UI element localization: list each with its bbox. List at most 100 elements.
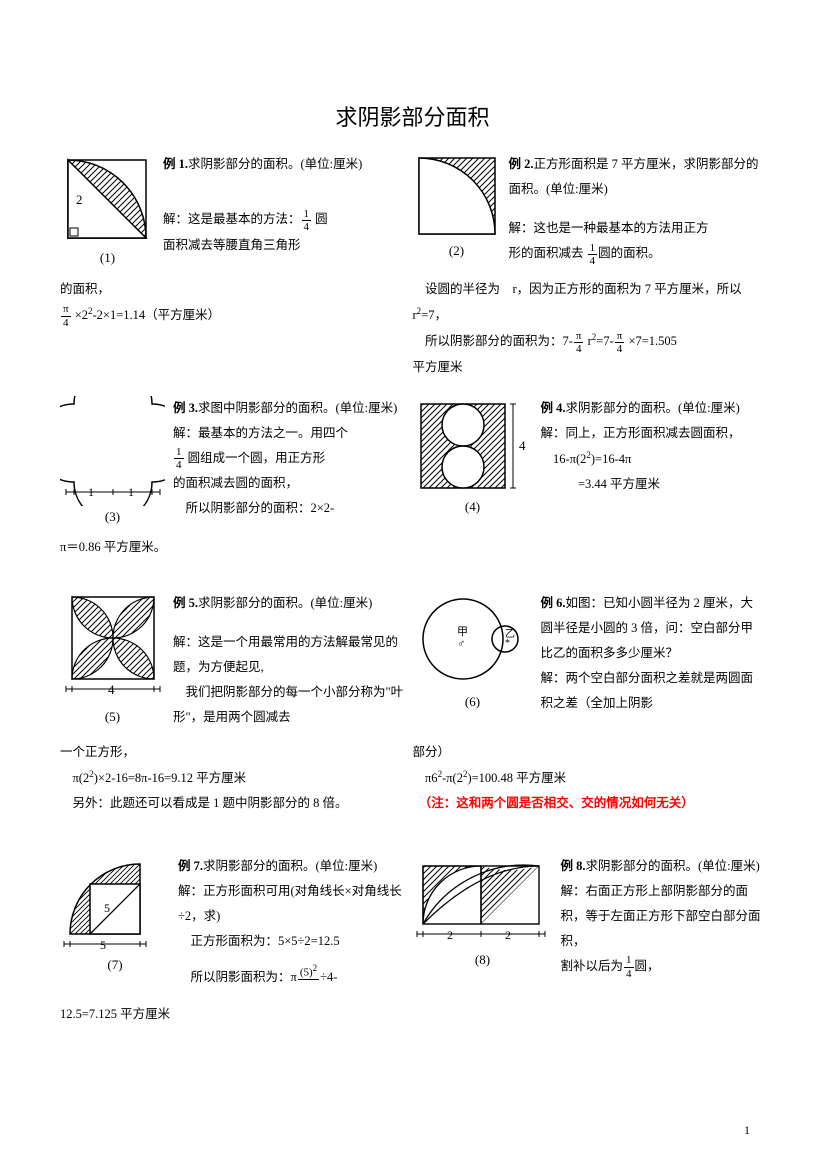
caption-7: (7) [60, 957, 170, 973]
ex2-sol-c: 圆的面积。 [598, 246, 661, 260]
example-6: 甲 ♂ 乙 * (6) 例 6.如图：已知小圆半径为 2 厘米，大圆半径是小圆的… [413, 591, 766, 730]
row-1: 2 (1) 例 1.求阴影部分的面积。(单位:厘米) 解：这是最基本的方法：14… [60, 152, 765, 267]
ex8-label: 例 8. [561, 859, 586, 873]
svg-text:4: 4 [108, 682, 115, 697]
example-2: (2) 例 2.正方形面积是 7 平方厘米，求阴影部分的面积。(单位:厘米) 解… [413, 152, 766, 267]
svg-text:1: 1 [128, 485, 134, 499]
figure-7: 5 5 (7) [60, 854, 170, 973]
ex2-q: 正方形面积是 7 平方厘米，求阴影部分的面积。(单位:厘米) [509, 157, 759, 196]
ex1-below2a: ×2 [72, 308, 88, 322]
row-4: 5 5 (7) 例 7.求阴影部分的面积。(单位:厘米) 解：正方形面积可用(对… [60, 854, 765, 992]
ex6-below3: （注：这和两个圆是否相交、交的情况如何无关） [413, 791, 766, 816]
svg-text:甲: 甲 [457, 626, 468, 638]
ex2-below2a: 所以阴影部分的面积为：7- [413, 334, 573, 348]
ex4-sol-c: )=16-4π [591, 452, 631, 466]
ex6-below2b: -π(2 [442, 771, 463, 785]
ex5-sol-b: 我们把阴影部分的每一个小部分称为"叶形"，是用两个圆减去 [173, 680, 413, 730]
ex7-label: 例 7. [178, 859, 203, 873]
ex2-sol-b: 形的面积减去 [509, 246, 587, 260]
page-title: 求阴影部分面积 [60, 100, 765, 132]
svg-text:♂: ♂ [457, 638, 465, 650]
figure-2: (2) [413, 152, 501, 259]
ex4-sol-a: 解：同上，正方形面积减去圆面积， [541, 421, 766, 446]
ex2-below2b: r [584, 334, 591, 348]
caption-6: (6) [413, 694, 533, 710]
ex4-sol-d: =3.44 平方厘米 [541, 472, 766, 497]
ex1-sol-b: 圆 [312, 212, 328, 226]
ex5-below2b: )×2-16=8π-16=9.12 平方厘米 [94, 771, 246, 785]
ex5-sol-a: 解：这是一个用最常用的方法解最常见的题，为方便起见, [173, 630, 413, 680]
example-1: 2 (1) 例 1.求阴影部分的面积。(单位:厘米) 解：这是最基本的方法：14… [60, 152, 413, 267]
ex5-below1: 一个正方形， [60, 740, 413, 765]
ex1-below1: 的面积， [60, 277, 413, 302]
caption-3: (3) [60, 509, 165, 525]
caption-8: (8) [413, 952, 553, 968]
figure-8: 2 2 (8) [413, 854, 553, 968]
ex1-label: 例 1. [163, 157, 188, 171]
ex1-sol-a: 解：这是最基本的方法： [163, 212, 301, 226]
ex7-sol-b: 正方形面积为：5×5÷2=12.5 [178, 929, 413, 954]
ex4-label: 例 4. [541, 401, 566, 415]
ex3-sol-a: 解：最基本的方法之一。用四个 [173, 421, 413, 446]
ex3-sol-b: 圆组成一个圆，用正方形 [185, 451, 326, 465]
ex8-sol-a: 解：右面正方形上部阴影部分的面积，等于左面正方形下部空白部分面积， [561, 879, 766, 954]
ex6-q: 如图：已知小圆半径为 2 厘米，大圆半径是小圆的 3 倍，问：空白部分甲比乙的面… [541, 596, 754, 660]
ex3-q: 求图中阴影部分的面积。(单位:厘米) [198, 401, 397, 415]
figure-1: 2 (1) [60, 152, 155, 266]
ex2-label: 例 2. [509, 157, 534, 171]
ex7-sol-a: 解：正方形面积可用(对角线长×对角线长÷2，求) [178, 879, 413, 929]
svg-text:4: 4 [519, 438, 526, 453]
example-8: 2 2 (8) 例 8.求阴影部分的面积。(单位:厘米) 解：右面正方形上部阴影… [413, 854, 766, 992]
ex2-below1: 设圆的半径为 r，因为正方形的面积为 7 平方厘米，所以 r [413, 282, 742, 322]
ex5-label: 例 5. [173, 596, 198, 610]
row-3: 4 (5) 例 5.求阴影部分的面积。(单位:厘米) 解：这是一个用最常用的方法… [60, 591, 765, 730]
ex6-below1: 部分） [413, 740, 766, 765]
figure-4: 4 (4) [413, 396, 533, 515]
figure-6: 甲 ♂ 乙 * (6) [413, 591, 533, 710]
ex5-below3: 另外：此题还可以看成是 1 题中阴影部分的 8 倍。 [60, 791, 413, 816]
ex5-q: 求阴影部分的面积。(单位:厘米) [198, 596, 372, 610]
ex4-q: 求阴影部分的面积。(单位:厘米) [566, 401, 740, 415]
ex3-sol-d: 所以阴影部分的面积：2×2- [173, 496, 413, 521]
ex7-below: 12.5=7.125 平方厘米 [60, 1002, 765, 1027]
ex6-below2c: )=100.48 平方厘米 [467, 771, 566, 785]
caption-5: (5) [60, 709, 165, 725]
ex3-label: 例 3. [173, 401, 198, 415]
example-3: 1 1 (3) 例 3.求图中阴影部分的面积。(单位:厘米) 解：最基本的方法之… [60, 396, 413, 525]
ex2-below2d: ×7=1.505 [625, 334, 677, 348]
svg-text:2: 2 [505, 928, 511, 942]
ex7-q: 求阴影部分的面积。(单位:厘米) [203, 859, 377, 873]
example-7: 5 5 (7) 例 7.求阴影部分的面积。(单位:厘米) 解：正方形面积可用(对… [60, 854, 413, 992]
ex6-label: 例 6. [541, 596, 566, 610]
figure-3: 1 1 (3) [60, 396, 165, 525]
ex6-sol-a: 解：两个空白部分面积之差就是两圆面积之差（全加上阴影 [541, 666, 766, 716]
svg-text:5: 5 [100, 938, 106, 952]
svg-text:1: 1 [88, 485, 94, 499]
ex5-below2a: π(2 [60, 771, 89, 785]
ex1-q: 求阴影部分的面积。(单位:厘米) [188, 157, 362, 171]
ex2-below3: 平方厘米 [413, 355, 766, 380]
svg-text:5: 5 [104, 901, 110, 915]
page-number: 1 [744, 1123, 750, 1138]
row-2: 1 1 (3) 例 3.求图中阴影部分的面积。(单位:厘米) 解：最基本的方法之… [60, 396, 765, 525]
example-5: 4 (5) 例 5.求阴影部分的面积。(单位:厘米) 解：这是一个用最常用的方法… [60, 591, 413, 730]
caption-4: (4) [413, 499, 533, 515]
ex8-q: 求阴影部分的面积。(单位:厘米) [586, 859, 760, 873]
ex6-below2a: π6 [413, 771, 438, 785]
ex8-sol-b: 割补以后为 [561, 959, 624, 973]
ex8-sol-c: 圆， [635, 959, 660, 973]
ex1-below2b: -2×1=1.14（平方厘米） [93, 308, 221, 322]
caption-1: (1) [60, 250, 155, 266]
ex2-below2c: =7- [596, 334, 613, 348]
svg-text:2: 2 [447, 928, 453, 942]
ex3-below: π＝0.86 平方厘米。 [60, 535, 765, 560]
ex1-sol-c: 面积减去等腰直角三角形 [163, 233, 413, 258]
figure-5: 4 (5) [60, 591, 165, 725]
ex7-sol-c: 所以阴影面积为：π [178, 970, 297, 984]
ex4-sol-b: 16-π(2 [541, 452, 587, 466]
svg-text:*: * [505, 638, 510, 649]
ex2-below1b: =7， [421, 308, 447, 322]
svg-text:2: 2 [76, 192, 83, 207]
example-4: 4 (4) 例 4.求阴影部分的面积。(单位:厘米) 解：同上，正方形面积减去圆… [413, 396, 766, 525]
caption-2: (2) [413, 243, 501, 259]
